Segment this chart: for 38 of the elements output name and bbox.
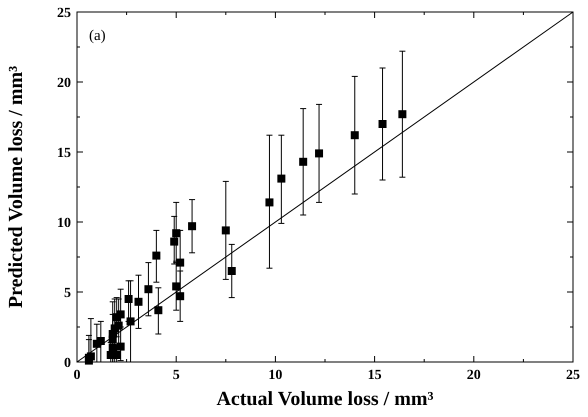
y-axis-title: Predicted Volume loss / mm³ xyxy=(5,66,27,308)
point xyxy=(277,174,286,183)
y-tick-label: 15 xyxy=(57,146,71,161)
x-axis-title: Actual Volume loss / mm³ xyxy=(216,388,434,410)
point xyxy=(172,229,180,238)
x-tick-label: 10 xyxy=(268,368,282,383)
point xyxy=(154,306,162,314)
point xyxy=(315,149,324,158)
y-tick-label: 0 xyxy=(64,356,71,371)
y-tick-label: 25 xyxy=(57,6,71,21)
point xyxy=(398,110,406,118)
point xyxy=(112,313,121,322)
point xyxy=(265,198,274,206)
x-tick-label: 15 xyxy=(368,368,382,383)
point xyxy=(144,285,152,294)
x-tick-label: 5 xyxy=(172,368,180,383)
x-tick-label: 0 xyxy=(74,368,80,383)
point xyxy=(124,295,133,303)
point xyxy=(134,298,143,306)
point xyxy=(152,252,160,260)
point xyxy=(170,238,178,246)
point xyxy=(222,226,230,234)
y-tick-label: 20 xyxy=(57,76,71,91)
point xyxy=(176,258,184,267)
point xyxy=(350,131,359,140)
annotation: (a) xyxy=(89,28,106,44)
point xyxy=(116,342,125,351)
point xyxy=(188,222,196,230)
y-tick-label: 5 xyxy=(64,286,71,301)
point xyxy=(176,292,184,300)
point xyxy=(228,267,236,275)
x-tick-label: 25 xyxy=(566,368,580,383)
point xyxy=(172,282,180,290)
point xyxy=(299,158,308,166)
point xyxy=(96,337,105,345)
point xyxy=(378,120,387,128)
x-tick-label: 20 xyxy=(466,368,481,383)
y-tick-label: 10 xyxy=(57,216,71,231)
